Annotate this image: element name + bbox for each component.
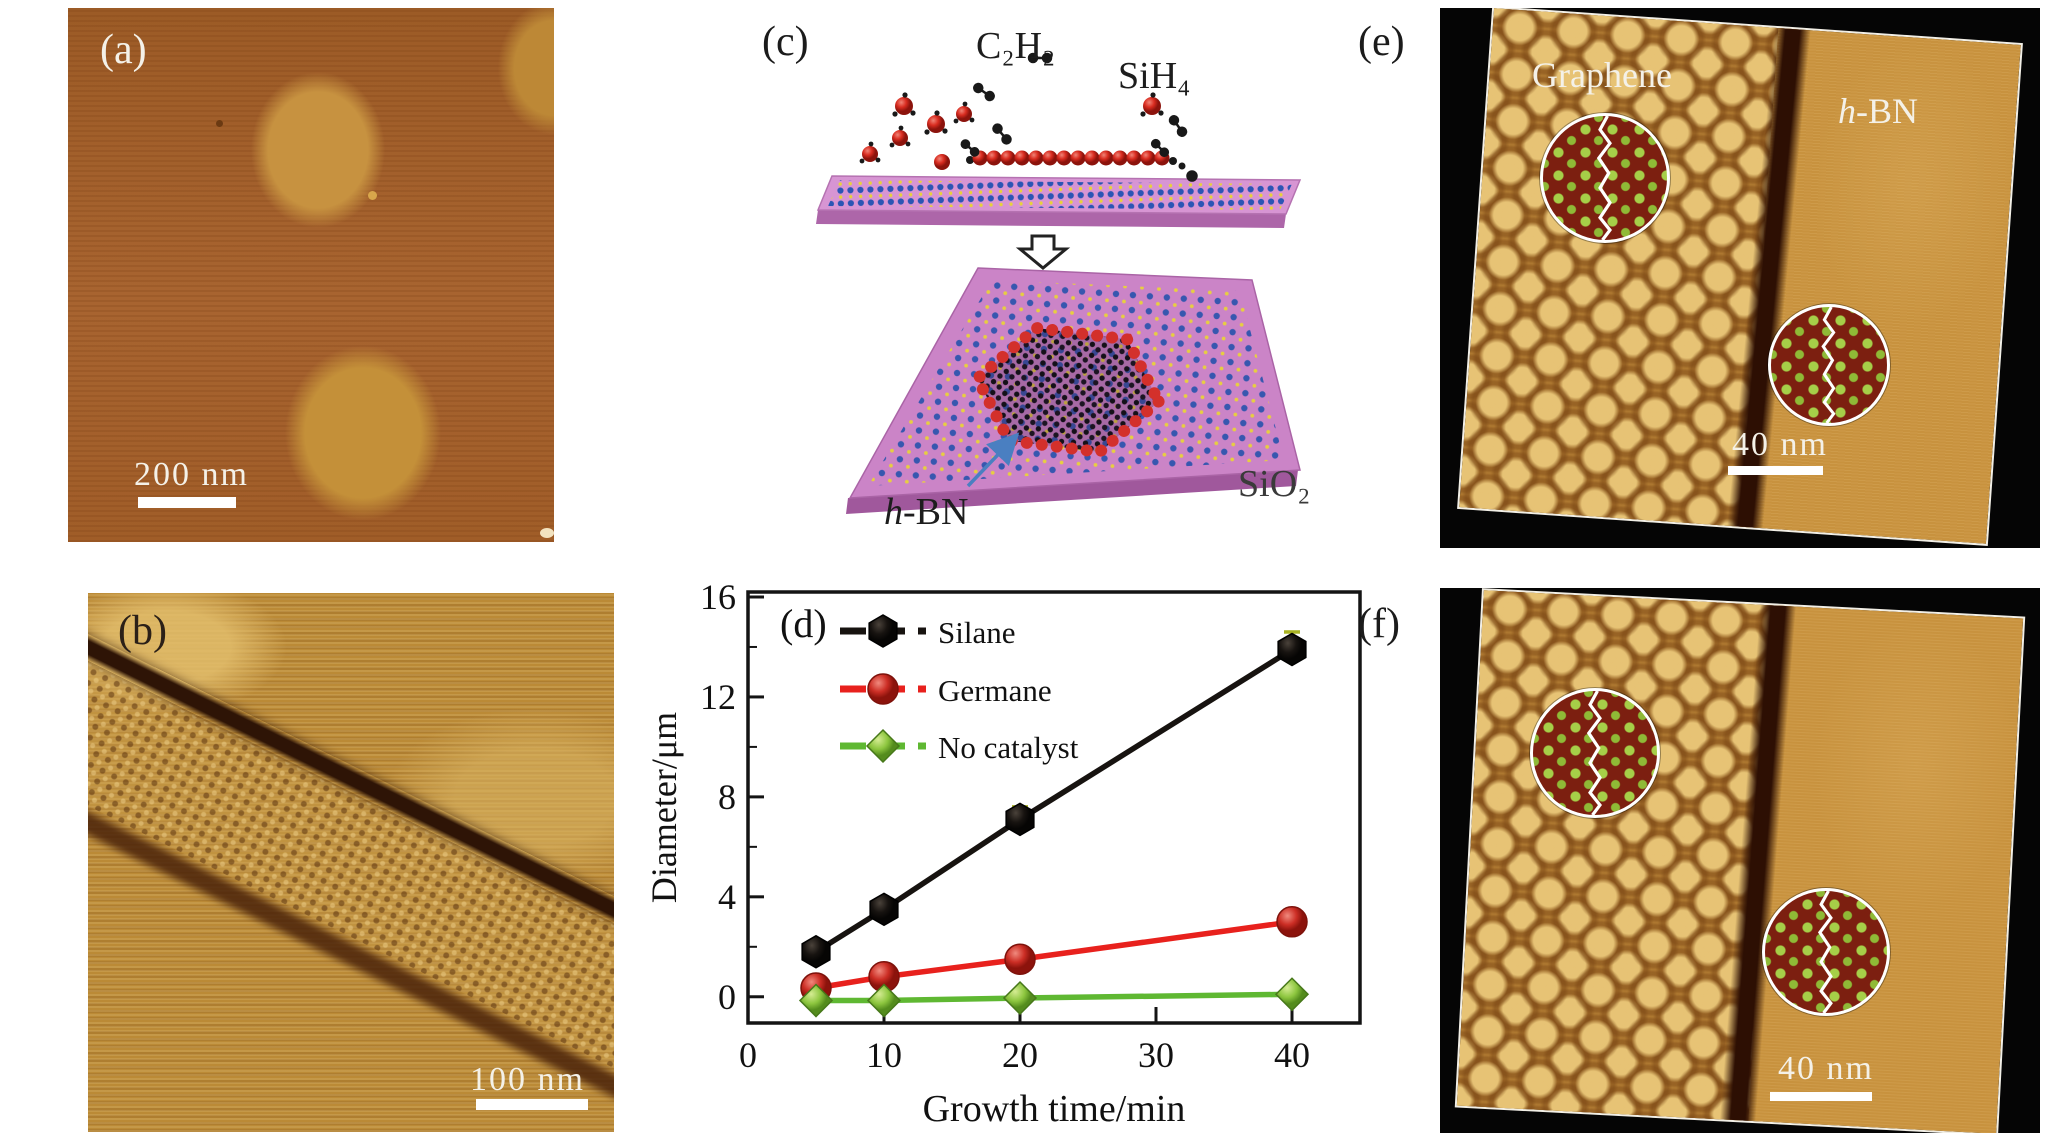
x-tick-label: 20	[1002, 1035, 1038, 1075]
silicon-edge-atoms	[969, 321, 1167, 459]
y-tick-label: 12	[700, 677, 736, 717]
y-tick-label: 8	[718, 777, 736, 817]
sio2-label: SiO₂	[1238, 463, 1311, 505]
panel-e-label: (e)	[1358, 19, 1405, 65]
moire-inset-graphene	[1540, 113, 1670, 243]
zigzag-boundary-icon	[1817, 891, 1833, 1013]
series-line-hexagon	[813, 646, 1295, 955]
marker-diamond	[1002, 980, 1038, 1016]
process-arrow-down	[1015, 234, 1071, 270]
series-line-circle	[813, 919, 1295, 991]
zigzag-boundary-icon	[1821, 307, 1836, 423]
panel-a-afm-image: (a) 200 nm	[68, 8, 554, 542]
marker-diamond	[866, 983, 902, 1018]
moire-inset-hbn	[1768, 304, 1890, 426]
afm-defect-spot	[216, 120, 223, 127]
panel-a-scale-bar	[138, 497, 236, 508]
acetylene-molecules	[960, 52, 1198, 182]
legend-label-2: No catalyst	[938, 730, 1079, 765]
panel-f-label: (f)	[1358, 601, 1400, 647]
x-tick-label: 0	[739, 1035, 757, 1075]
panel-b-afm-image: (b) 100 nm	[88, 593, 614, 1132]
y-tick-label: 16	[700, 577, 736, 617]
marker-hexagon	[1277, 632, 1307, 667]
legend-label-1: Germane	[938, 673, 1052, 708]
legend-label-0: Silane	[938, 615, 1016, 650]
growth-chart: 0 4 8 12 16 0 10 20 30 40 Diameter/μm Growth time/m…	[644, 577, 1362, 1130]
panel-f-afm-image: 40 nm	[1440, 588, 2040, 1133]
panel-e-afm-image: Graphene h-BN 40 nm	[1440, 8, 2040, 548]
marker-diamond	[1274, 977, 1310, 1012]
panel-b-scale-text: 100 nm	[470, 1061, 585, 1098]
bottom-sio2-slab	[846, 267, 1301, 514]
y-axis-title: Diameter/μm	[644, 712, 684, 903]
marker-hexagon	[869, 892, 899, 927]
carbon-atom	[1186, 170, 1198, 182]
panel-f-scale-bar	[1770, 1092, 1872, 1101]
panel-b-scale-bar	[476, 1099, 588, 1110]
marker-diamond	[865, 728, 901, 764]
y-tick-label: 0	[718, 977, 736, 1017]
moire-inset-hbn	[1762, 888, 1890, 1016]
marker-hexagon	[1005, 802, 1035, 837]
panel-a-scale-text: 200 nm	[134, 456, 249, 493]
hbn-label: h-BN	[1838, 91, 1918, 131]
panel-e-scale-bar	[1728, 466, 1823, 475]
silane-molecules	[859, 92, 975, 170]
top-hbn-slab	[816, 175, 1302, 228]
silicon-atom-chain	[966, 150, 1186, 170]
series-line-diamond	[813, 991, 1295, 1004]
x-axis-title: Growth time/min	[923, 1088, 1186, 1130]
panel-d-label: (d)	[780, 601, 827, 646]
panel-c-label: (c)	[762, 19, 809, 65]
zigzag-boundary-icon	[1596, 116, 1612, 240]
panel-e-scale-text: 40 nm	[1732, 426, 1828, 463]
hbn-pointer-arrow	[966, 432, 1020, 488]
x-tick-label: 40	[1274, 1035, 1310, 1075]
marker-diamond	[798, 983, 834, 1018]
panel-a-label: (a)	[100, 27, 147, 73]
hbn-label: h-BN	[884, 491, 969, 533]
acetylene-formula: C₂H₂	[976, 25, 1056, 67]
silane-molecule-right	[1140, 92, 1164, 117]
y-tick-label: 4	[718, 877, 736, 917]
panel-b-label: (b)	[118, 608, 167, 654]
graphene-label: Graphene	[1532, 55, 1672, 95]
marker-hexagon	[868, 614, 898, 648]
marker-circle	[1004, 943, 1036, 976]
marker-circle	[867, 673, 899, 705]
afm-bright-spot	[368, 191, 377, 200]
x-tick-label: 30	[1138, 1035, 1174, 1075]
zigzag-boundary-icon	[1586, 691, 1602, 815]
tilted-afm-scan	[1454, 588, 2026, 1133]
marker-hexagon	[801, 934, 831, 969]
silane-formula: SiH₄	[1118, 55, 1191, 97]
moire-inset-graphene	[1530, 688, 1660, 818]
marker-circle	[1276, 906, 1308, 938]
x-tick-label: 10	[866, 1035, 902, 1075]
panel-f-scale-text: 40 nm	[1778, 1050, 1874, 1087]
afm-bright-spot	[540, 528, 554, 538]
plot-frame	[746, 590, 1362, 1025]
panel-c-schematic	[816, 52, 1302, 514]
